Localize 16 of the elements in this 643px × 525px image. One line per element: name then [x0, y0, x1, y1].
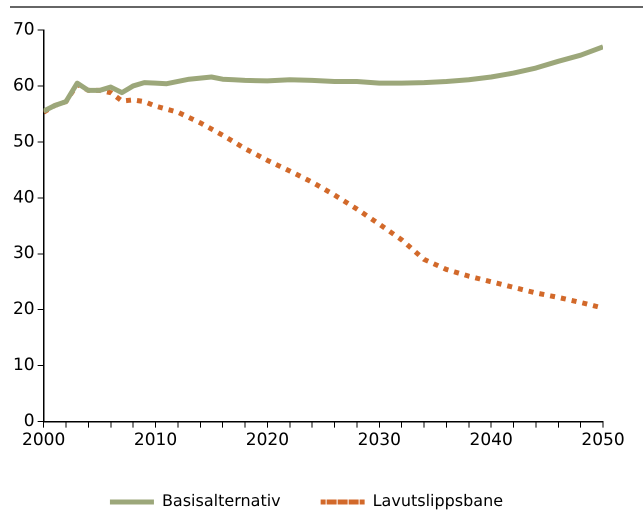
x-tick-label: 2040	[469, 430, 513, 450]
legend-label: Lavutslippsbane	[372, 491, 504, 510]
x-tick-label: 2010	[134, 430, 178, 450]
y-tick-label: 70	[12, 19, 35, 40]
x-tick-label: 2020	[246, 430, 290, 450]
x-tick-label: 2000	[22, 430, 66, 450]
x-tick-label: 2030	[358, 430, 401, 450]
y-tick-label: 10	[12, 355, 35, 376]
y-tick-label: 60	[12, 75, 35, 96]
y-tick-label: 50	[12, 131, 35, 152]
y-tick-label: 40	[12, 187, 35, 208]
y-tick-label: 0	[24, 411, 35, 432]
legend-label: Basisalternativ	[162, 491, 281, 510]
y-tick-label: 20	[12, 299, 35, 320]
x-tick-label: 2050	[581, 430, 625, 450]
y-tick-label: 30	[12, 243, 35, 264]
